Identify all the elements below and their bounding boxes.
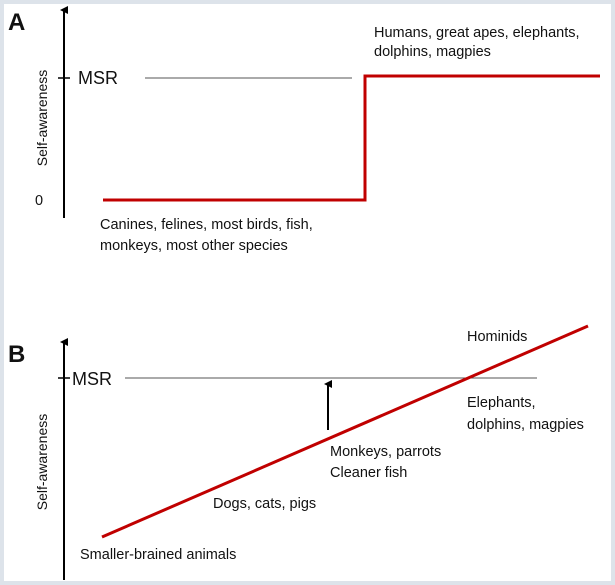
panel-b-hominids-label: Hominids — [467, 329, 527, 345]
panel-b-trend-line — [101, 324, 589, 539]
panel-a-high-group-line2: dolphins, magpies — [374, 44, 491, 60]
panel-a-letter: A — [8, 9, 25, 36]
panel-a: A Self-awareness MSR 0 Humans, great ape… — [8, 6, 600, 254]
panel-b-monkeys-line1: Monkeys, parrots — [330, 444, 441, 460]
panel-b-msr-label: MSR — [72, 369, 112, 389]
panel-b-elephants-line1: Elephants, — [467, 395, 536, 411]
figure-frame — [4, 4, 611, 581]
panel-a-low-group-line1: Canines, felines, most birds, fish, — [100, 217, 313, 233]
panel-a-msr-label: MSR — [78, 68, 118, 88]
panel-b-dogs-label: Dogs, cats, pigs — [213, 496, 316, 512]
panel-a-low-group-line2: monkeys, most other species — [100, 238, 288, 254]
panel-b-letter: B — [8, 341, 25, 368]
panel-a-zero-label: 0 — [35, 193, 43, 209]
panel-a-high-group-line1: Humans, great apes, elephants, — [374, 25, 580, 41]
panel-b-monkeys-line2: Cleaner fish — [330, 465, 407, 481]
panel-b-smaller-label: Smaller-brained animals — [80, 547, 236, 563]
panel-b: B Self-awareness MSR Hominids Elephants,… — [8, 324, 589, 580]
panel-b-elephants-line2: dolphins, magpies — [467, 417, 584, 433]
panel-a-y-axis-label: Self-awareness — [34, 70, 50, 167]
panel-a-step-line — [103, 74, 600, 202]
panel-b-y-axis-label: Self-awareness — [34, 414, 50, 511]
